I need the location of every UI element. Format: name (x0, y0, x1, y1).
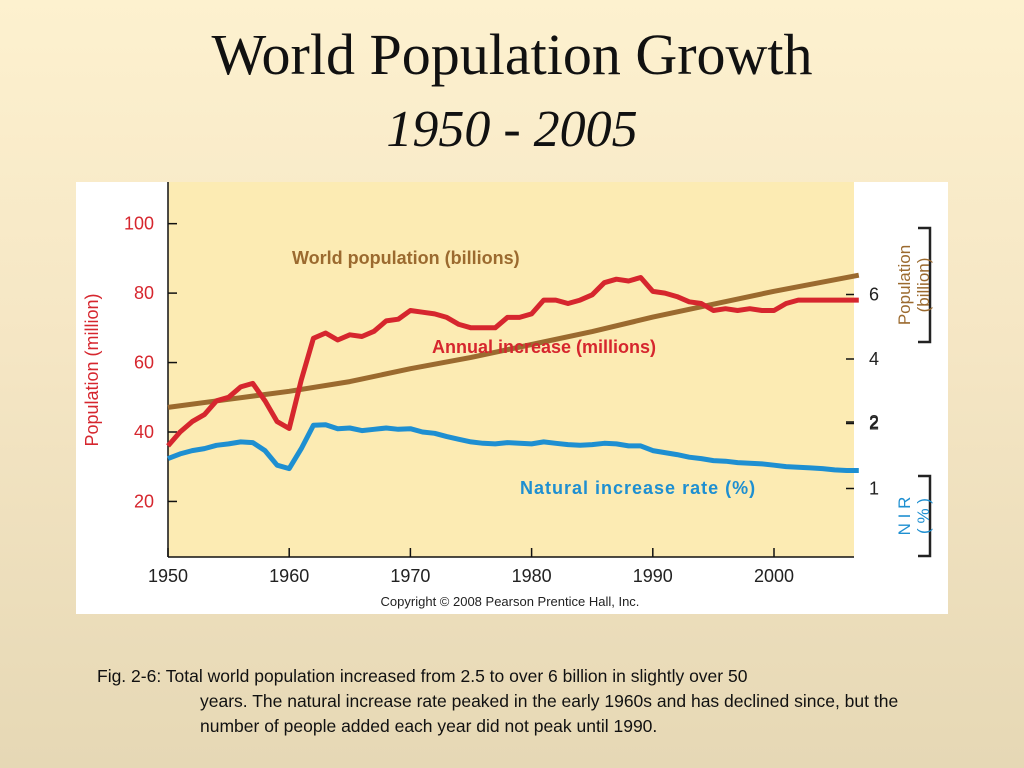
world-population-annotation: World population (billions) (292, 248, 520, 268)
left-tick-label: 20 (134, 491, 154, 511)
x-tick-label: 1980 (512, 566, 552, 586)
axes (167, 182, 854, 558)
right-nir-tick-label: 2 (869, 412, 879, 432)
labels: World population (billions) Annual increa… (82, 226, 933, 609)
right-pop-tick-label: 2 (869, 414, 879, 434)
x-tick-label: 1950 (148, 566, 188, 586)
left-tick-label: 100 (124, 214, 154, 234)
left-tick-label: 60 (134, 353, 154, 373)
annual-increase-annotation: Annual increase (millions) (432, 337, 656, 357)
annual-increase-line (166, 275, 859, 448)
right-pop-tick-label: 4 (869, 349, 879, 369)
x-tick-label: 1970 (390, 566, 430, 586)
x-tick-label: 1990 (633, 566, 673, 586)
population-axis-title-line: (billion) (914, 258, 933, 313)
population-bracket (918, 226, 932, 344)
x-tick-label: 1960 (269, 566, 309, 586)
population-growth-chart: 1950 1960 1970 1980 1990 20002040608010024612… (82, 182, 933, 609)
nir-axis-title-line: ( % ) (914, 498, 933, 534)
caption-line-1: Fig. 2-6: Total world population increas… (97, 666, 748, 686)
series-layer (166, 272, 860, 473)
x-tick-label: 2000 (754, 566, 794, 586)
nir-axis-title-line: N I R (895, 497, 914, 536)
nir-bracket (918, 474, 932, 558)
left-tick-label: 40 (134, 422, 154, 442)
natural-increase-rate-line (167, 422, 859, 473)
slide-subtitle: 1950 - 2005 (386, 101, 638, 158)
right-nir-tick-label: 1 (869, 479, 879, 499)
copyright-text: Copyright © 2008 Pearson Prentice Hall, … (381, 594, 640, 609)
plot-area (168, 182, 854, 557)
figure-caption: Fig. 2-6: Total world population increas… (97, 664, 937, 739)
left-tick-label: 80 (134, 283, 154, 303)
right-pop-tick-label: 6 (869, 285, 879, 305)
caption-line-2: years. The natural increase rate peaked … (200, 691, 899, 736)
chart-panel: 1950 1960 1970 1980 1990 2000 20 40 60 80 100 2 4 6 1 2… (76, 182, 948, 614)
population-axis-title-line: Population (895, 245, 914, 325)
slide-title: World Population Growth (211, 22, 813, 87)
world-population-line (167, 272, 860, 410)
left-axis-title: Population (million) (82, 293, 102, 446)
natural-increase-rate-annotation: Natural increase rate (%) (520, 478, 756, 498)
